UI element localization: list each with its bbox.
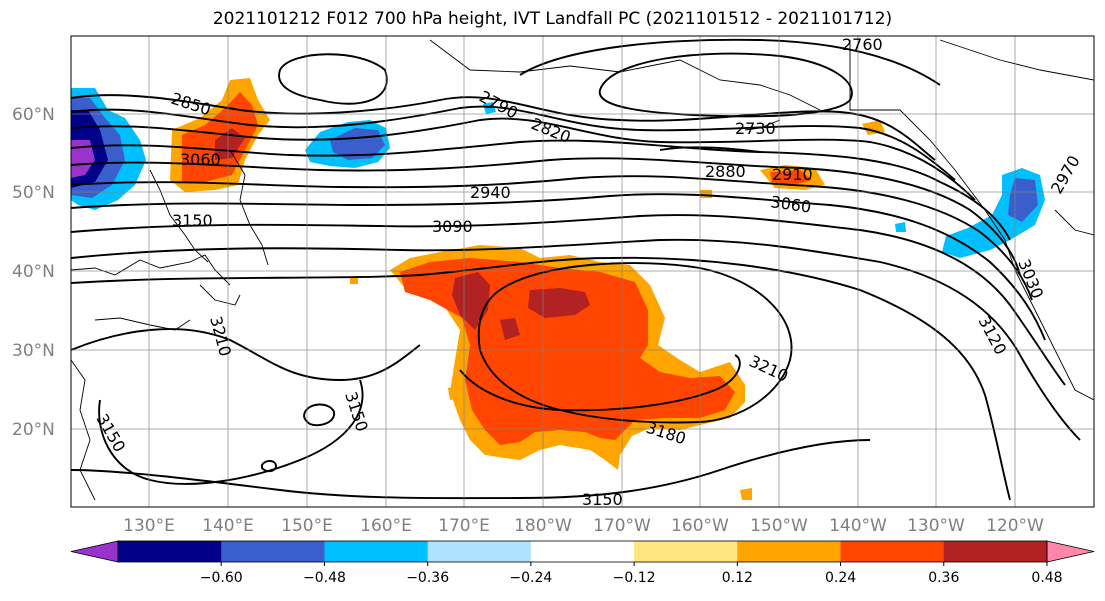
lon-label: 170°E [438, 516, 490, 536]
map-frame [70, 35, 1095, 508]
colorbar-segment [221, 541, 325, 562]
colorbar-tick-label: −0.24 [509, 570, 552, 586]
colorbar-tick-label: −0.36 [406, 570, 449, 586]
colorbar-tick-label: −0.60 [200, 570, 243, 586]
colorbar-segment [530, 541, 635, 562]
lon-label: 130°W [907, 516, 965, 536]
contour-label: 3090 [432, 217, 473, 236]
lon-label: 170°W [593, 516, 651, 536]
colorbar-segment [427, 541, 532, 562]
colorbar-tick-label: 0.48 [1031, 570, 1062, 586]
map-title: 2021101212 F012 700 hPa height, IVT Land… [212, 9, 893, 29]
lon-label: 120°W [986, 516, 1044, 536]
colorbar-tick-label: 0.24 [825, 570, 856, 586]
lat-label: 50°N [12, 183, 55, 203]
contour-label: 2880 [705, 162, 746, 181]
lon-label: 140°W [829, 516, 887, 536]
colorbar-border [117, 540, 1048, 563]
lon-label: 130°E [123, 516, 175, 536]
colorbar-segment [840, 541, 945, 562]
colorbar-extension-high [1046, 540, 1095, 563]
colorbar-tick-label: −0.12 [613, 570, 656, 586]
contour-label: 2940 [470, 183, 511, 202]
latitude-labels: 60°N 50°N 40°N 30°N 20°N [12, 105, 55, 440]
height-contours [71, 38, 1081, 501]
contour-label: 3150 [582, 490, 623, 509]
lon-label: 180°W [514, 516, 572, 536]
contour-label: 2760 [842, 35, 883, 54]
lat-label: 60°N [12, 105, 55, 125]
colorbar-segment [324, 541, 429, 562]
colorbar-tick-label: −0.48 [303, 570, 346, 586]
lon-label: 150°W [750, 516, 808, 536]
coastlines [71, 39, 1094, 501]
lat-label: 20°N [12, 420, 55, 440]
contour-label: 3150 [172, 211, 213, 230]
lat-label: 30°N [12, 341, 55, 361]
colorbar: −0.60 −0.48 −0.36 −0.24 −0.12 0.12 0.24 0.36 0.4… [70, 540, 1095, 586]
colorbar-extension-low [70, 540, 119, 563]
lon-label: 140°E [202, 516, 254, 536]
colorbar-tick-label: 0.36 [928, 570, 959, 586]
lon-label: 160°W [671, 516, 729, 536]
colorbar-tick-label: 0.12 [722, 570, 753, 586]
contour-label: 2910 [772, 165, 813, 184]
colorbar-segment [634, 541, 738, 562]
ivt-shading [71, 78, 1045, 500]
colorbar-segment [118, 541, 222, 562]
colorbar-segment [943, 541, 1048, 562]
colorbar-segment [737, 541, 842, 562]
lon-label: 160°E [360, 516, 412, 536]
contour-label: 3060 [180, 150, 221, 169]
lat-label: 40°N [12, 262, 55, 282]
longitude-labels: 130°E 140°E 150°E 160°E 170°E 180°W 170°… [123, 516, 1044, 536]
map-gridlines [71, 36, 1094, 507]
lon-label: 150°E [281, 516, 333, 536]
contour-label: 2730 [735, 119, 776, 138]
